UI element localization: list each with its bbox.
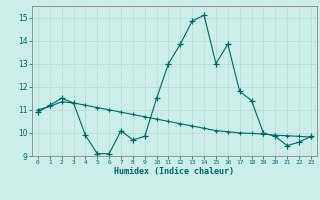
X-axis label: Humidex (Indice chaleur): Humidex (Indice chaleur) [115,167,234,176]
